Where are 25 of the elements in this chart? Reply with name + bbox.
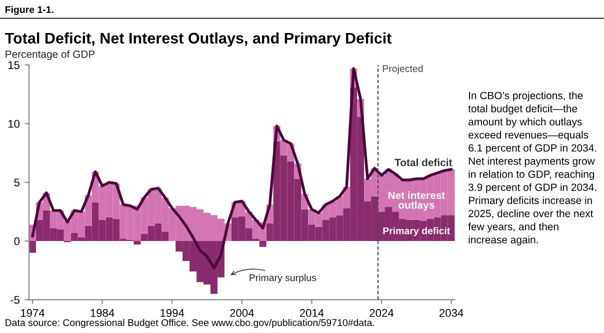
series-label: Net interest outlays xyxy=(388,191,445,211)
y-tick-label: 5 xyxy=(14,178,20,186)
y-tick-label: 0 xyxy=(14,237,20,246)
series-label: Primary deficit xyxy=(383,227,450,236)
x-tick-label: 2034 xyxy=(440,309,464,317)
bar xyxy=(134,241,141,245)
text: In CBO’s projections, the total budget deficit—the amount by which outlays exceed revenues—equals 6.1 percent of GDP in 2034. Net interest payments grow in relation to GDP, reaching 3.9 percent of GDP in 2034. Primary deficits increase in 2025, decline over the next few years, and then increase again. xyxy=(468,92,596,246)
bar xyxy=(259,241,266,247)
x-tick-label: 1984 xyxy=(90,309,114,317)
x-tick-label: 2004 xyxy=(230,309,254,317)
x-tick-label: 2014 xyxy=(300,309,324,317)
y-tick-label: 10 xyxy=(8,120,20,128)
ref-line-label: Projected xyxy=(383,64,423,74)
bar xyxy=(28,241,36,253)
x-tick-label: 2024 xyxy=(370,309,394,317)
y-tick-label: -5 xyxy=(10,296,20,304)
y-axis-title: Percentage of GDP xyxy=(6,50,95,60)
x-tick-label: 1974 xyxy=(20,309,45,317)
y-tick-label: 15 xyxy=(8,61,20,70)
caption: Figure 1-1. xyxy=(5,6,54,15)
series-label: Total deficit xyxy=(394,158,452,166)
chart-title: Total Deficit, Net Interest Outlays, and Primary Deficit xyxy=(5,32,392,47)
source-note: Data source: Congressional Budget Office. See www.cbo.gov/publication/59710#data. xyxy=(6,318,374,328)
annotation: Primary surplus xyxy=(250,274,316,284)
x-tick-label: 1994 xyxy=(160,309,184,317)
